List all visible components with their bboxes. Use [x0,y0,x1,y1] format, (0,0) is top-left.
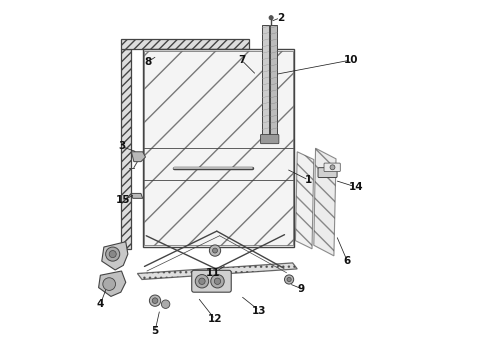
Text: 15: 15 [116,195,130,206]
Polygon shape [145,51,293,245]
FancyBboxPatch shape [318,168,337,177]
FancyBboxPatch shape [324,163,340,171]
Text: 2: 2 [277,13,284,23]
Polygon shape [98,271,126,296]
Text: 1: 1 [305,175,312,185]
Circle shape [209,245,220,256]
Circle shape [149,295,161,306]
Circle shape [211,275,224,288]
Circle shape [214,278,220,284]
Text: 6: 6 [343,256,351,266]
Text: 11: 11 [206,269,220,279]
Polygon shape [270,25,277,138]
Circle shape [199,278,205,284]
Circle shape [195,275,209,288]
Text: 3: 3 [118,141,125,152]
Circle shape [103,278,116,291]
Text: 14: 14 [349,182,364,192]
Polygon shape [295,152,314,249]
Polygon shape [131,152,146,162]
Circle shape [213,248,218,253]
Text: 5: 5 [151,326,159,336]
Polygon shape [121,49,131,249]
Circle shape [152,298,158,303]
Polygon shape [102,242,128,270]
Text: 12: 12 [208,314,222,324]
FancyBboxPatch shape [261,135,279,144]
Text: 13: 13 [252,306,267,315]
Text: 7: 7 [238,55,245,65]
Circle shape [161,300,170,309]
Polygon shape [121,39,248,49]
Circle shape [106,247,120,261]
Text: 10: 10 [343,55,358,65]
Circle shape [269,15,273,20]
Polygon shape [262,25,269,138]
Polygon shape [314,148,336,256]
Polygon shape [137,263,297,279]
Text: 8: 8 [145,57,151,67]
Circle shape [330,165,335,170]
Text: 4: 4 [97,299,104,309]
Circle shape [285,275,294,284]
Text: 9: 9 [298,284,305,294]
Circle shape [287,277,291,282]
Polygon shape [131,193,143,198]
Circle shape [109,251,116,258]
FancyBboxPatch shape [192,270,231,292]
